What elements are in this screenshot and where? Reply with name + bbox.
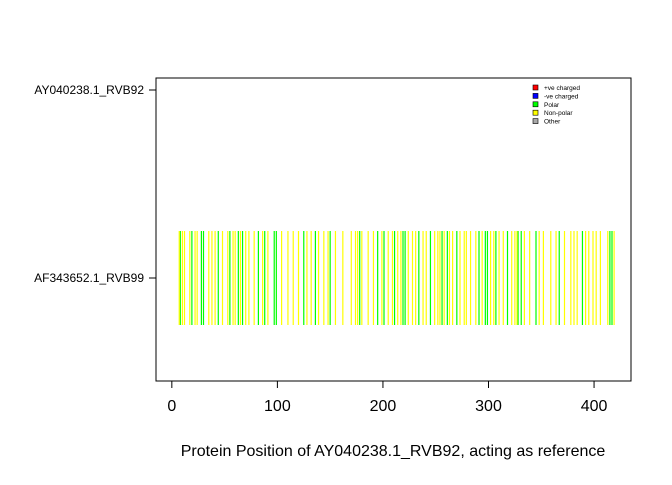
legend-label: -ve charged — [544, 93, 579, 100]
x-tick-layer: 0 100 200 300 400 — [167, 381, 608, 415]
legend-swatch — [532, 109, 539, 116]
legend-swatch — [532, 101, 539, 108]
y-tick-label: AY040238.1_RVB92 — [34, 83, 144, 97]
legend-swatch — [532, 118, 539, 124]
y-tick-label: AF343652.1_RVB99 — [34, 271, 144, 285]
legend-label: Non-polar — [544, 110, 573, 117]
legend-swatch — [532, 93, 539, 99]
x-tick-label: 100 — [264, 398, 291, 415]
x-axis-label: Protein Position of AY040238.1_RVB92, ac… — [181, 443, 606, 460]
legend-label: Polar — [544, 102, 560, 109]
legend-label: Other — [544, 119, 561, 126]
x-tick-label: 0 — [167, 398, 176, 415]
x-tick-label: 200 — [370, 398, 397, 415]
x-tick-label: 300 — [475, 398, 502, 415]
legend-swatch — [532, 84, 539, 91]
legend-label: +ve charged — [544, 85, 580, 92]
x-tick-label: 400 — [581, 398, 608, 415]
mark-layer — [178, 231, 615, 325]
y-tick-layer: AF343652.1_RVB99 AY040238.1_RVB92 — [34, 83, 156, 285]
